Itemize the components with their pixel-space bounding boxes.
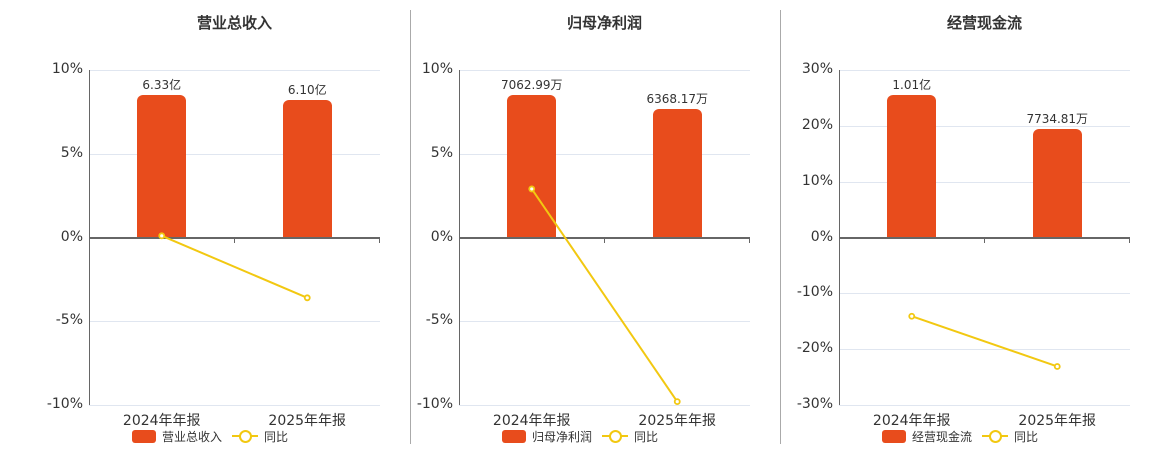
- legend-line-label[interactable]: 同比: [634, 429, 659, 444]
- y-tick-label: 0%: [810, 228, 833, 245]
- legend-bar-label[interactable]: 归母净利润: [532, 429, 593, 444]
- y-tick-label: 30%: [801, 61, 833, 77]
- bar-value-label: 6.10亿: [287, 83, 327, 98]
- yoy-point[interactable]: [673, 398, 681, 406]
- chart-title: 经营现金流: [946, 14, 1022, 32]
- y-tick-label: -10%: [46, 396, 83, 412]
- bar-value-label: 6368.17万: [646, 91, 709, 106]
- x-axis-tick: [603, 237, 605, 243]
- x-axis: [839, 236, 1130, 239]
- legend-line-swatch-icon[interactable]: [232, 429, 259, 443]
- bar[interactable]: [137, 95, 187, 238]
- gridline: [839, 349, 1130, 351]
- legend: 经营现金流 同比: [882, 427, 1038, 445]
- gridline: [839, 125, 1130, 127]
- legend-bar-label[interactable]: 经营现金流: [912, 429, 973, 444]
- y-tick-label: -10%: [796, 284, 833, 301]
- gridline: [459, 405, 750, 406]
- legend-line-label[interactable]: 同比: [1014, 429, 1039, 444]
- y-tick-label: 0%: [60, 228, 83, 245]
- yoy-point[interactable]: [908, 312, 916, 320]
- bar[interactable]: [887, 95, 937, 238]
- gridline: [839, 181, 1130, 183]
- y-tick-label: 10%: [801, 172, 833, 189]
- legend-line-label[interactable]: 同比: [264, 429, 289, 444]
- yoy-point[interactable]: [303, 294, 311, 302]
- legend-bar-swatch-icon[interactable]: [132, 429, 156, 443]
- x-axis-tick: [983, 237, 985, 243]
- y-tick-label: -5%: [55, 312, 83, 329]
- y-tick-label: -5%: [425, 312, 453, 329]
- yoy-point[interactable]: [1053, 363, 1061, 370]
- gridline: [459, 321, 750, 323]
- legend-line-swatch-icon[interactable]: [982, 429, 1009, 443]
- gridline: [459, 153, 750, 155]
- yoy-point[interactable]: [158, 232, 166, 240]
- x-tick-label: 2025年年报: [1018, 413, 1097, 429]
- legend-bar-swatch-icon[interactable]: [882, 429, 906, 443]
- y-tick-label: 0%: [430, 228, 453, 245]
- chart-title: 归母净利润: [566, 14, 642, 32]
- y-tick-label: 10%: [51, 61, 83, 77]
- gridline: [89, 405, 380, 406]
- yoy-point[interactable]: [528, 185, 536, 193]
- gridline: [839, 293, 1130, 295]
- x-axis: [89, 236, 380, 239]
- x-tick-label: 2024年年报: [872, 413, 951, 429]
- x-axis-tick: [749, 237, 750, 243]
- gridline: [89, 321, 380, 323]
- gridline: [459, 70, 750, 71]
- bar-value-label: 6.33亿: [142, 78, 182, 93]
- gridline: [89, 153, 380, 155]
- legend-bar-label[interactable]: 营业总收入: [162, 429, 223, 444]
- gridline: [839, 405, 1130, 406]
- bar-value-label: 1.01亿: [892, 78, 932, 93]
- legend: 营业总收入 同比: [132, 427, 288, 445]
- legend-bar-swatch-icon[interactable]: [502, 429, 526, 443]
- x-tick-label: 2025年年报: [638, 413, 717, 429]
- legend: 归母净利润 同比: [502, 427, 658, 445]
- y-tick-label: -10%: [416, 396, 453, 412]
- y-tick-label: -20%: [796, 340, 833, 357]
- gridline: [89, 70, 380, 71]
- x-tick-label: 2024年年报: [492, 413, 571, 429]
- x-axis-tick: [379, 237, 380, 243]
- legend-line-swatch-icon[interactable]: [602, 429, 629, 443]
- y-tick-label: -30%: [796, 396, 833, 412]
- x-axis: [459, 236, 750, 239]
- chart-title: 营业总收入: [196, 14, 272, 32]
- bar[interactable]: [652, 108, 702, 238]
- panel-divider: [410, 10, 411, 444]
- gridline: [839, 70, 1130, 71]
- x-tick-label: 2025年年报: [268, 413, 347, 429]
- x-axis-tick: [1129, 237, 1130, 243]
- y-tick-label: 5%: [430, 144, 453, 161]
- bar[interactable]: [282, 100, 332, 238]
- x-axis-tick: [233, 237, 235, 243]
- y-tick-label: 10%: [421, 61, 453, 77]
- bar-value-label: 7734.81万: [1026, 111, 1089, 126]
- y-tick-label: 20%: [801, 116, 833, 133]
- y-tick-label: 5%: [60, 144, 83, 161]
- panel-divider: [780, 10, 781, 444]
- bar[interactable]: [1032, 128, 1082, 238]
- bar-value-label: 7062.99万: [500, 78, 563, 93]
- x-tick-label: 2024年年报: [122, 413, 201, 429]
